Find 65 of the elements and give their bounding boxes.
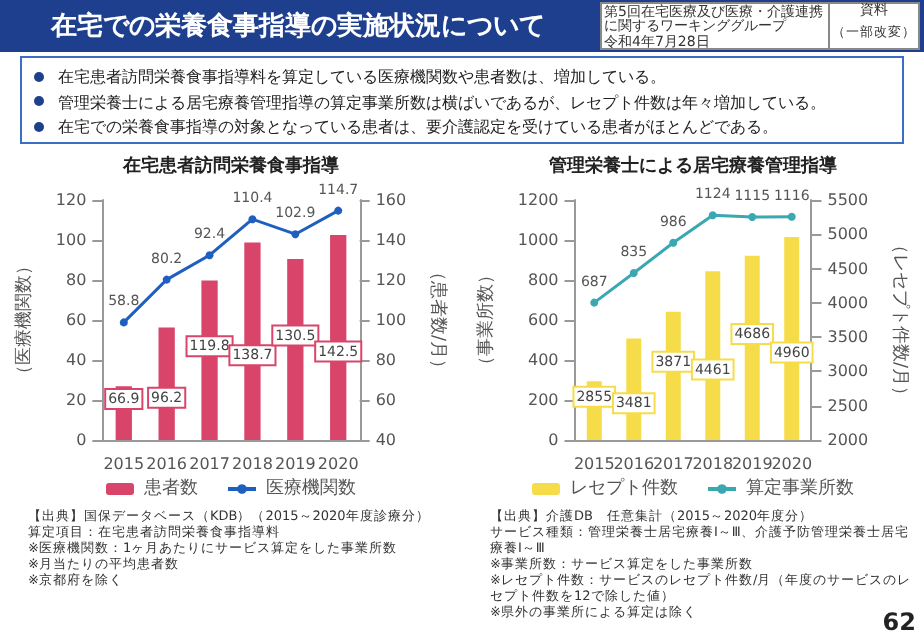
x-tick-label: 2018 bbox=[692, 455, 734, 473]
y2-tick-label: 140 bbox=[375, 231, 407, 249]
y-tick-label: 100 bbox=[55, 231, 87, 249]
y2-tick-label: 80 bbox=[375, 351, 397, 369]
x-tick-label: 2017 bbox=[189, 455, 230, 473]
x-tick-label: 2020 bbox=[771, 455, 813, 473]
x-tick-label: 2019 bbox=[731, 455, 773, 473]
y-tick-label: 200 bbox=[527, 391, 559, 409]
x-tick-label: 2018 bbox=[232, 455, 273, 473]
y-tick-label: 0 bbox=[548, 431, 559, 449]
point bbox=[119, 318, 128, 327]
y2-tick-label: 3500 bbox=[827, 328, 869, 347]
x-tick-label: 2015 bbox=[103, 455, 145, 473]
point bbox=[590, 298, 599, 307]
y-axis-title: （医療機関数） bbox=[13, 257, 35, 383]
y-tick-label: 1200 bbox=[517, 191, 559, 209]
y2-tick-label: 100 bbox=[375, 311, 407, 329]
legend-label: 医療機関数 bbox=[266, 477, 356, 499]
legend-label: 算定事業所数 bbox=[746, 477, 854, 499]
x-tick-label: 2016 bbox=[613, 455, 655, 473]
x-tick-label: 2015 bbox=[573, 455, 615, 473]
y2-axis-title: （レセプト件数/月） bbox=[889, 235, 911, 405]
point bbox=[248, 215, 257, 224]
y-tick-label: 1000 bbox=[517, 231, 559, 249]
y-tick-label: 20 bbox=[65, 391, 87, 409]
y2-axis-title: （患者数/月） bbox=[427, 262, 449, 378]
y2-tick-label: 2000 bbox=[827, 431, 869, 449]
y2-tick-label: 4000 bbox=[827, 293, 869, 312]
legend-label: 患者数 bbox=[142, 477, 198, 499]
chart-title: 在宅患者訪問栄養食事指導 bbox=[121, 155, 341, 177]
x-tick-label: 2017 bbox=[652, 455, 694, 473]
point bbox=[291, 230, 300, 239]
point bbox=[787, 212, 796, 221]
y2-tick-label: 60 bbox=[375, 391, 397, 409]
x-tick-label: 2019 bbox=[274, 455, 316, 473]
y2-tick-label: 160 bbox=[375, 191, 407, 209]
y-axis-title: （事業所数） bbox=[475, 266, 497, 374]
legend-label: レセプト件数 bbox=[570, 477, 678, 499]
y2-tick-label: 120 bbox=[375, 271, 407, 289]
y2-tick-label: 4500 bbox=[827, 259, 869, 278]
x-tick-label: 2020 bbox=[317, 455, 359, 473]
y-tick-label: 0 bbox=[76, 431, 87, 449]
point bbox=[162, 275, 171, 284]
y2-tick-label: 5000 bbox=[827, 225, 869, 244]
point bbox=[205, 251, 214, 260]
x-tick-label: 2016 bbox=[146, 455, 188, 473]
y-tick-label: 600 bbox=[527, 311, 559, 329]
y-tick-label: 40 bbox=[65, 351, 87, 369]
y-tick-label: 60 bbox=[65, 311, 87, 329]
y-tick-label: 400 bbox=[527, 351, 559, 369]
point bbox=[748, 213, 757, 221]
chart-title: 管理栄養士による居宅療養管理指導 bbox=[547, 155, 839, 177]
y-tick-label: 800 bbox=[527, 271, 559, 289]
y2-tick-label: 2500 bbox=[827, 396, 869, 415]
y2-tick-label: 5500 bbox=[827, 191, 869, 209]
y2-tick-label: 3000 bbox=[827, 362, 869, 381]
text: 在宅での栄養食事指導の実施状況について bbox=[48, 9, 547, 44]
y-tick-label: 80 bbox=[65, 271, 87, 289]
y-tick-label: 120 bbox=[55, 191, 87, 209]
point bbox=[334, 206, 343, 215]
point bbox=[629, 269, 638, 277]
point bbox=[708, 211, 717, 220]
summary-box: 在宅患者訪問栄養食事指導料を算定している医療機関数や患者数は、増加している。 管理栄養士による居宅療養管理指導の算定事業所数は横ばいであるが、レセプト件数は年々増加している。 在宅での栄養食事指導の対象となっている患者は、要介護認定を受けている患者がほとんどである。 bbox=[20, 56, 904, 144]
point bbox=[669, 238, 678, 247]
y2-tick-label: 40 bbox=[375, 431, 397, 449]
